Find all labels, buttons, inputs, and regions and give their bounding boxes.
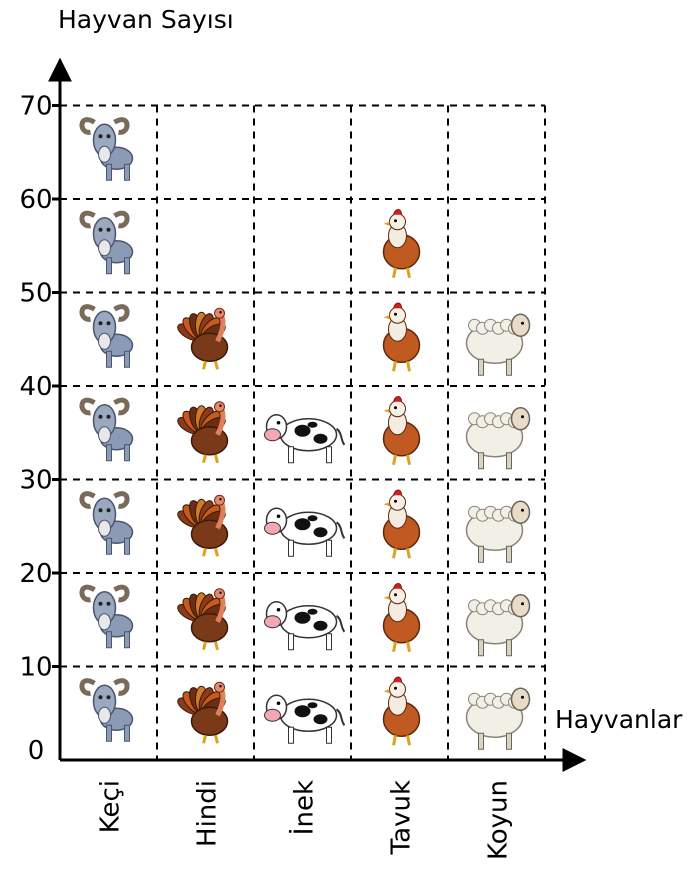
turkey-icon [177, 681, 229, 744]
y-tick-labels: 0 10 20 30 40 50 60 70 [19, 92, 60, 766]
cow-icon [264, 694, 346, 744]
y-axis-label: Hayvan Sayısı [58, 5, 234, 34]
y-tick-label: 70 [19, 92, 52, 122]
sheep-icon [465, 687, 531, 750]
turkey-icon [177, 401, 229, 464]
chicken-icon [382, 302, 421, 372]
goat-icon [79, 678, 134, 742]
y-tick-label: 20 [19, 559, 52, 589]
chicken-icon [382, 209, 421, 279]
x-tick-label: Keçi [96, 780, 126, 833]
x-axis-label: Hayvanlar [555, 705, 683, 734]
y-tick-label: 40 [19, 372, 52, 402]
x-tick-label: Hindi [193, 780, 223, 847]
turkey-icon [177, 494, 229, 557]
turkey-icon [177, 307, 229, 370]
goat-icon [79, 397, 134, 462]
x-tick-label: İnek [288, 780, 320, 835]
y-tick-label: 30 [19, 466, 52, 496]
y-tick-label: 0 [28, 736, 45, 766]
y-tick-label: 60 [19, 185, 52, 215]
cow-icon [264, 414, 346, 464]
sheep-icon [465, 500, 531, 563]
goat-icon [79, 304, 134, 368]
chicken-icon [382, 489, 421, 559]
goat-icon [79, 210, 134, 275]
chicken-icon [382, 396, 421, 466]
goat-icon [79, 584, 134, 649]
cow-icon [264, 601, 346, 651]
sheep-icon [465, 594, 531, 657]
y-tick-label: 50 [19, 279, 52, 309]
goat-icon [79, 117, 134, 181]
cow-icon [264, 507, 346, 557]
x-tick-label: Koyun [484, 780, 514, 860]
chicken-icon [382, 583, 421, 653]
sheep-icon [465, 313, 531, 376]
y-tick-label: 10 [19, 653, 52, 683]
x-tick-labels: Keçi Hindi İnek Tavuk Koyun [96, 780, 514, 860]
grid-lines [60, 104, 546, 760]
goat-icon [79, 491, 134, 555]
pictogram-icons [79, 117, 531, 750]
sheep-icon [465, 407, 531, 470]
turkey-icon [177, 588, 229, 651]
chicken-icon [382, 676, 421, 746]
x-tick-label: Tavuk [387, 780, 417, 855]
